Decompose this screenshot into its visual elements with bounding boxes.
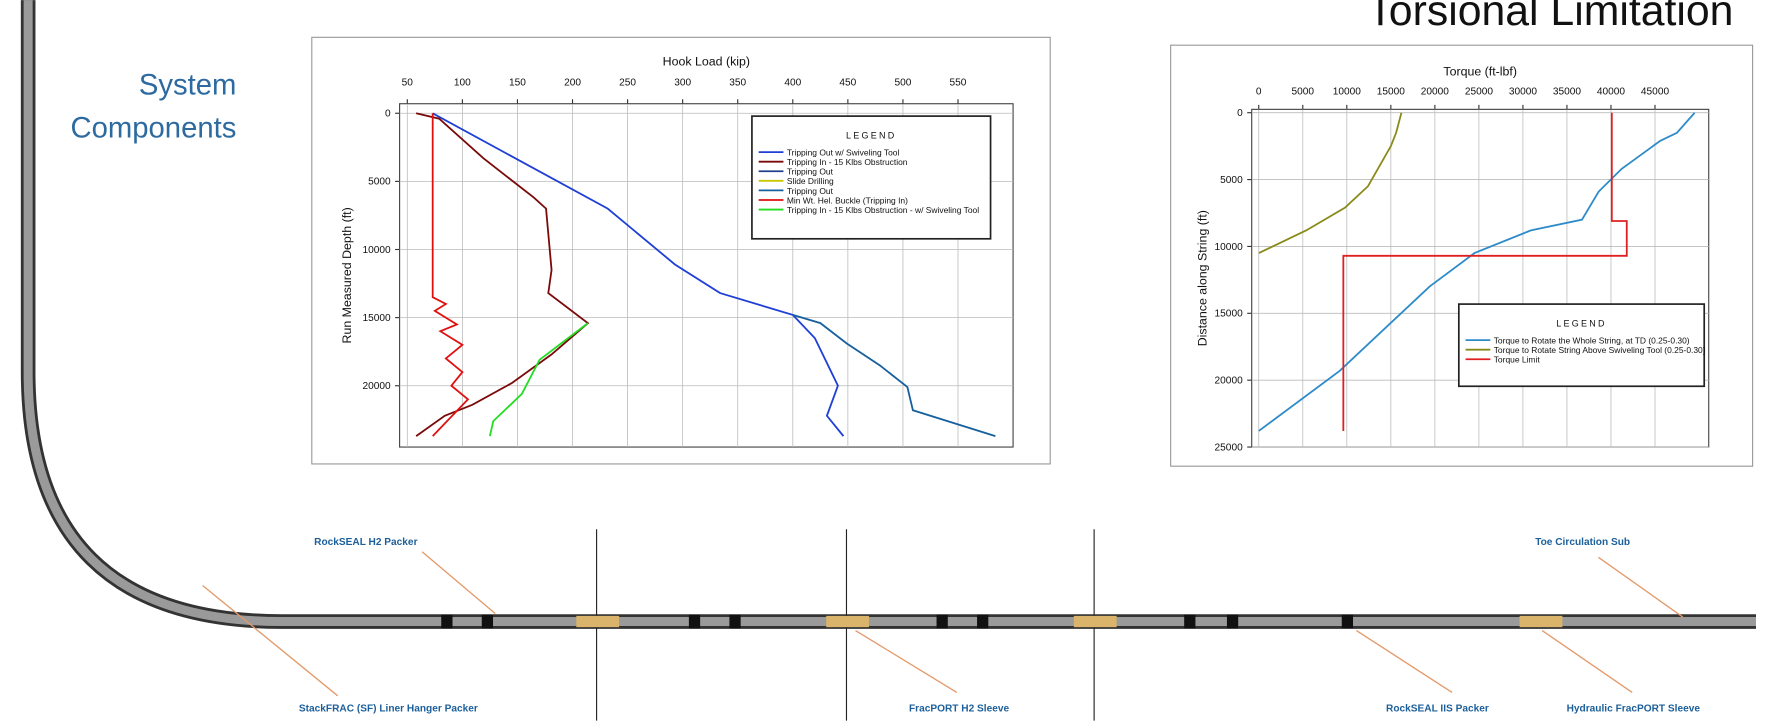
well-diagram: RockSEAL H2 Packer StackFRAC (SF) Liner … — [20, 0, 1756, 721]
legend-label: Tripping Out — [787, 186, 834, 196]
packers — [441, 614, 1354, 629]
side-title: Components — [71, 112, 237, 144]
x-tick-label: 250 — [619, 78, 636, 89]
x-axis-label: Hook Load (kip) — [663, 54, 750, 68]
legend-title: LEGEND — [846, 131, 897, 141]
y-tick-label: 15000 — [362, 313, 391, 324]
x-tick-label: 45000 — [1641, 87, 1670, 98]
x-tick-label: 20000 — [1421, 87, 1450, 98]
y-tick-label: 10000 — [1215, 242, 1244, 253]
series-line — [415, 112, 590, 437]
component-label: Hydraulic FracPORT Sleeve — [1567, 704, 1701, 715]
series-line — [1258, 112, 1696, 432]
legend-label: Tripping Out w/ Swiveling Tool — [787, 148, 900, 158]
x-tick-label: 50 — [402, 78, 414, 89]
x-tick-label: 350 — [729, 78, 746, 89]
x-tick-label: 400 — [784, 78, 801, 89]
component-label: RockSEAL H2 Packer — [314, 537, 417, 548]
y-axis-label: Run Measured Depth (ft) — [340, 207, 354, 343]
legend-label: Tripping In - 15 Klbs Obstruction - w/ S… — [787, 205, 979, 215]
y-axis-label: Distance along String (ft) — [1196, 210, 1210, 346]
series-line — [1258, 112, 1403, 254]
y-tick-label: 5000 — [368, 177, 391, 188]
component-label: FracPORT H2 Sleeve — [909, 704, 1010, 715]
series-line — [792, 314, 996, 437]
x-tick-label: 30000 — [1509, 87, 1538, 98]
x-tick-label: 300 — [674, 78, 691, 89]
x-tick-label: 10000 — [1333, 87, 1362, 98]
x-tick-label: 0 — [1256, 87, 1262, 98]
x-tick-label: 40000 — [1597, 87, 1626, 98]
legend-label: Tripping In - 15 Klbs Obstruction — [787, 157, 908, 167]
plot-area — [1251, 108, 1710, 448]
component-label: RockSEAL IIS Packer — [1386, 704, 1489, 715]
pipe — [23, 0, 1756, 627]
x-tick-label: 100 — [454, 78, 471, 89]
x-tick-label: 35000 — [1553, 87, 1582, 98]
y-tick-label: 20000 — [1215, 376, 1244, 387]
legend-label: Torque to Rotate String Above Swiveling … — [1494, 345, 1706, 355]
legend-title: LEGEND — [1556, 319, 1607, 329]
y-tick-label: 0 — [1237, 108, 1243, 119]
legend-label: Torque to Rotate the Whole String, at TD… — [1494, 335, 1690, 345]
slide-title: Torsional Limitation — [1367, 0, 1733, 35]
x-tick-label: 15000 — [1377, 87, 1406, 98]
legend-box — [751, 115, 992, 240]
x-tick-label: 150 — [509, 78, 526, 89]
y-tick-label: 0 — [385, 109, 391, 120]
x-tick-label: 5000 — [1292, 87, 1315, 98]
y-tick-label: 15000 — [1215, 309, 1244, 320]
legend-label: Min Wt. Hel. Buckle (Tripping In) — [787, 195, 908, 205]
x-tick-label: 500 — [894, 78, 911, 89]
legend-label: Tripping Out — [787, 167, 834, 177]
leader-lines — [202, 551, 1684, 697]
legend-label: Slide Drilling — [787, 176, 834, 186]
side-title: System — [139, 70, 237, 102]
y-tick-label: 5000 — [1220, 175, 1243, 186]
series-line — [1342, 112, 1628, 431]
series-line — [488, 322, 589, 437]
y-tick-label: 10000 — [362, 245, 391, 256]
x-axis-label: Torque (ft-lbf) — [1443, 65, 1517, 79]
sleeves — [576, 615, 1563, 628]
component-label: StackFRAC (SF) Liner Hanger Packer — [299, 704, 478, 715]
component-label: Toe Circulation Sub — [1535, 537, 1630, 548]
series-line — [431, 113, 470, 437]
x-tick-label: 550 — [950, 78, 967, 89]
x-tick-label: 25000 — [1465, 87, 1494, 98]
x-tick-label: 200 — [564, 78, 581, 89]
legend-label: Torque Limit — [1494, 355, 1541, 365]
legend-box — [1457, 303, 1706, 388]
y-tick-label: 20000 — [362, 381, 391, 392]
y-tick-label: 25000 — [1215, 442, 1244, 453]
x-tick-label: 450 — [839, 78, 856, 89]
